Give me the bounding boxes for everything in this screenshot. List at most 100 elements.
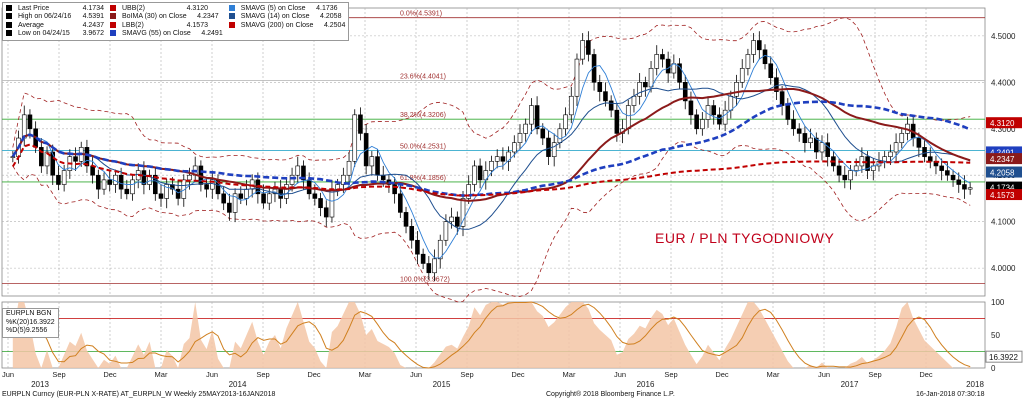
lower-bollinger-band: [12, 141, 971, 303]
x-month-label: Sep: [460, 370, 473, 379]
candle-body: [141, 170, 147, 185]
legend-osc-row: %K(20)16.3922: [6, 319, 55, 328]
legend-c3-row: SMAVG (5) on Close 4.1736: [228, 5, 346, 13]
legend-value: 4.2437: [82, 21, 104, 29]
legend-c2-row: LBB(2) 4.1573: [110, 21, 223, 30]
candle-body: [124, 188, 130, 195]
legend-value: 4.1573: [186, 21, 208, 29]
candle-body: [301, 165, 306, 181]
price-tag-label: 4.1573: [990, 191, 1015, 200]
candle-body: [751, 40, 756, 55]
candle-body: [945, 170, 950, 176]
candle-body: [836, 165, 842, 176]
legend-c1-row: High on 06/24/16 4.5391: [6, 13, 104, 21]
candle-body: [84, 147, 90, 167]
candle-body: [927, 156, 933, 162]
legend-value: 4.2347: [197, 13, 219, 21]
candle-body: [779, 91, 785, 106]
legend-value: 4.1734: [82, 5, 104, 12]
candle-body: [494, 156, 500, 162]
candle-body: [352, 114, 358, 162]
candle-body: [694, 114, 699, 130]
x-month-label: Jun: [206, 370, 218, 379]
candle-body: [187, 174, 192, 181]
candle-body: [814, 137, 819, 153]
price-tag: [986, 189, 1022, 201]
candle-body: [717, 114, 722, 125]
candle-body: [403, 212, 409, 227]
candle-body: [796, 128, 802, 134]
legend-label: High on 06/24/16: [18, 13, 72, 21]
legend-value: 16.3922: [29, 318, 55, 326]
candle-body: [848, 170, 853, 181]
candle-body: [506, 151, 511, 162]
legend-c2-row: SMAVG (55) on Close 4.2491: [110, 29, 223, 38]
candle-body: [853, 165, 859, 171]
candle-body: [455, 216, 460, 227]
price-tag: [986, 146, 1022, 158]
x-month-label: Mar: [155, 370, 168, 379]
candle-body: [409, 226, 415, 241]
legend-label: SMAVG (200) on Close: [240, 21, 314, 29]
candle-body: [477, 165, 483, 181]
candle-body: [449, 216, 454, 222]
x-month-label: Sep: [868, 370, 881, 379]
legend-swatch: [6, 5, 12, 11]
candle-body: [745, 54, 751, 69]
candle-body: [61, 170, 67, 185]
candle-body: [466, 184, 472, 199]
oscillator-legend: EURPLN BGN %K(20)16.3922 %D(5)9.2556: [2, 308, 59, 338]
x-month-label: Sep: [664, 370, 677, 379]
candle-body: [551, 142, 557, 157]
legend-swatch: [110, 21, 116, 28]
legend-label: Average: [18, 21, 44, 29]
x-year-label: 2016: [637, 380, 655, 389]
candle-body: [774, 77, 779, 92]
candle-body: [734, 82, 739, 97]
legend-label: %K(20): [6, 318, 30, 326]
candle-body: [580, 40, 585, 60]
candle-body: [426, 263, 432, 274]
x-year-label: 2015: [433, 380, 451, 389]
candle-body: [546, 137, 551, 157]
x-month-label: Jun: [2, 370, 14, 379]
legend-c3-row: SMAVG (14) on Close 4.2058: [228, 13, 346, 21]
candle-body: [540, 128, 546, 139]
candle-body: [648, 68, 654, 88]
legend-swatch: [110, 5, 116, 11]
legend-value: 4.2504: [323, 21, 346, 29]
candle-body: [346, 160, 352, 176]
candle-body: [227, 202, 232, 213]
legend-swatch: [6, 13, 12, 20]
candle-body: [118, 174, 124, 190]
candle-body: [677, 63, 682, 83]
candle-body: [916, 137, 922, 148]
legend-c2-row: BoIMA (30) on Close 4.2347: [110, 13, 223, 21]
candle-body: [164, 184, 169, 199]
candle-body: [654, 54, 660, 69]
candle-body: [358, 114, 363, 134]
fib-label: 23.6%(4.4041): [400, 73, 446, 80]
candle-body: [232, 193, 238, 213]
candle-body: [44, 151, 50, 167]
candle-body: [266, 193, 272, 204]
candle-body: [563, 114, 568, 130]
price-tag-label: 4.1734: [990, 184, 1015, 193]
footer: EURPLN Curncy (EUR-PLN X-RATE) AT_EURPLN…: [0, 390, 1024, 401]
fib-label: 0.0%(4.5391): [400, 11, 442, 18]
legend-label: Low on 04/24/15: [18, 29, 70, 37]
candle-body: [962, 184, 967, 190]
legend-label: Last Price: [18, 5, 50, 12]
candle-body: [73, 156, 78, 162]
price-tag: [986, 153, 1022, 165]
legend-swatch: [110, 29, 116, 36]
osc-d-line: [12, 301, 971, 369]
x-month-label: Jun: [410, 370, 422, 379]
candle-body: [888, 151, 893, 157]
sma200-line: [11, 143, 971, 197]
candle-body: [682, 82, 688, 102]
candle-body: [711, 105, 717, 116]
candle-body: [517, 133, 523, 144]
x-year-label: 2017: [841, 380, 859, 389]
legend-label: LBB(2): [122, 21, 144, 29]
